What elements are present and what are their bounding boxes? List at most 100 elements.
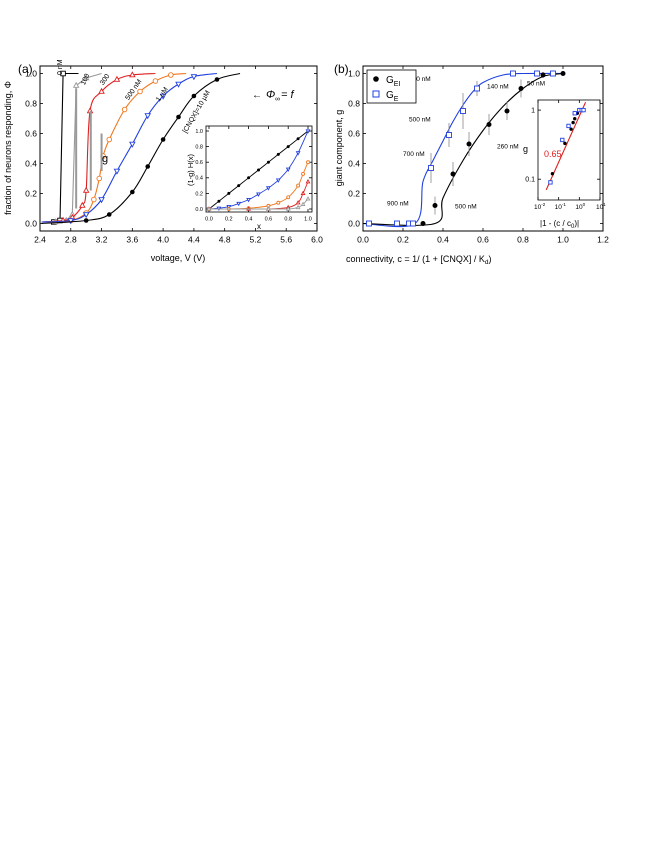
panel-b-ytick-label: 0.4 bbox=[348, 158, 360, 168]
panel-a-inset-point bbox=[256, 192, 261, 197]
panel-b-ytick-label: 0.6 bbox=[348, 128, 360, 138]
panel-a-inset-point bbox=[296, 183, 301, 188]
panel-b-inset: 0.1 1 10-2 10-1 100 101 g |1 - (c / c0)| 0.65 bbox=[523, 99, 606, 230]
panel-a-inset-ytick-label: 1.0 bbox=[195, 129, 203, 135]
panel-a-data-point bbox=[98, 87, 105, 94]
panel-a-inset-point bbox=[257, 168, 260, 172]
panel-a-inset-point bbox=[217, 199, 221, 203]
panel-b-xtick-label: 0.8 bbox=[517, 235, 529, 245]
phi-infinity-label: ← Φ ∞ = f bbox=[252, 89, 294, 103]
panel-a-inset-point bbox=[226, 205, 232, 210]
panel-a-ytick-label: 0.0 bbox=[25, 218, 37, 228]
panel-a-xtick-label: 5.6 bbox=[280, 235, 292, 245]
panel-b-xlabel-end: ) bbox=[489, 254, 492, 264]
panel-b-data-point bbox=[504, 108, 510, 114]
panel-b-ytick-label: 0.2 bbox=[348, 188, 360, 198]
panel-b-data-point bbox=[510, 70, 516, 77]
panel-b-annotation: 300 nM bbox=[409, 76, 431, 83]
panel-a-inset-point bbox=[266, 160, 270, 164]
panel-b-inset-xtick-label: 100 bbox=[575, 202, 585, 211]
panel-a-inset-point bbox=[296, 137, 300, 141]
panel-a-inset-point bbox=[286, 195, 291, 200]
panel-a-frame bbox=[39, 65, 318, 232]
panel-b-inset-xtick-label: 10-2 bbox=[534, 202, 546, 211]
panel-a-data-point bbox=[129, 141, 136, 148]
panel-a-data-point bbox=[175, 81, 182, 88]
panel-a-curve-label: 0 nM bbox=[57, 59, 64, 75]
panel-a-data-point bbox=[137, 88, 143, 95]
legend-label-gei: GEI bbox=[386, 75, 400, 88]
panel-a-xtick-label: 6.0 bbox=[311, 235, 323, 245]
panel-b-inset-point bbox=[571, 120, 575, 125]
panel-a-inset-xtick-label: 0.2 bbox=[225, 217, 233, 223]
panel-a-tag: (a) bbox=[18, 62, 33, 76]
panel-a-inset-point bbox=[275, 178, 281, 183]
panel-a-inset-point bbox=[265, 206, 271, 211]
panel-a-inset-point bbox=[227, 191, 231, 195]
panel-a-inset-point bbox=[305, 196, 311, 201]
panel-a-xtick-label: 4.8 bbox=[219, 235, 231, 245]
panel-a-xtick-label: 2.4 bbox=[34, 235, 46, 245]
panel-a-data-point bbox=[96, 175, 102, 182]
panel-b-data-point bbox=[428, 165, 434, 171]
panel-b-inset-slope-label: 0.65 bbox=[544, 149, 562, 159]
panel-b-xtick-label: 0.6 bbox=[477, 235, 489, 245]
panel-b-data-point bbox=[466, 141, 472, 147]
panel-a: (a) 2.4 2.8 3.2 3.6 4.0 4.4 4.8 5.2 5.6 6.0 0.0 0.2… bbox=[3, 59, 323, 263]
panel-a-inset-point bbox=[295, 151, 301, 156]
panel-a-inset-point bbox=[295, 204, 301, 210]
panel-b-data-point bbox=[450, 171, 456, 177]
panel-a-inset-ytick-label: 0.8 bbox=[195, 145, 203, 151]
panel-b-inset-point bbox=[569, 127, 573, 131]
panel-a-data-point bbox=[113, 75, 121, 82]
panel-a-inset-xtick-label: 0.0 bbox=[205, 217, 213, 223]
panel-b-legend: GEI GE bbox=[366, 69, 417, 104]
panel-b-inset-point bbox=[563, 141, 567, 146]
panel-a-data-point bbox=[72, 81, 80, 88]
panel-b-annotations: 300 nM 140 nM 50 nM 500 nM 700 nM 260 nM 900 n… bbox=[387, 76, 545, 211]
panel-b-data-point bbox=[366, 220, 372, 227]
panel-b-data-point bbox=[420, 221, 426, 226]
panel-a-g-label: g bbox=[102, 153, 108, 165]
panel-a-inset-point bbox=[237, 184, 241, 188]
panel-a-ytick-label: 1.0 bbox=[25, 68, 37, 78]
panel-a-xlabel: voltage, V (V) bbox=[151, 253, 206, 263]
panel-a-inset-point bbox=[276, 152, 280, 156]
panel-a-inset-point bbox=[276, 200, 281, 205]
panel-a-inset-point bbox=[285, 167, 291, 172]
panel-a-curve-label: 1 µM bbox=[155, 86, 170, 103]
legend-marker-gei bbox=[373, 76, 379, 82]
panel-b-inset-point bbox=[548, 180, 553, 185]
panel-a-data-point bbox=[152, 78, 159, 84]
panel-b-data-point bbox=[560, 71, 566, 76]
panel-a-data-point bbox=[82, 74, 90, 81]
panel-a-ytick-label: 0.8 bbox=[25, 98, 37, 108]
panel-b-inset-point bbox=[550, 172, 555, 176]
panel-a-data-point bbox=[106, 136, 112, 143]
panel-a-data-point bbox=[191, 93, 197, 99]
panel-a-inset-point bbox=[265, 186, 271, 191]
panel-a-inset-point bbox=[285, 206, 291, 211]
panel-a-inset-point bbox=[301, 171, 305, 176]
panel-a-data-point bbox=[129, 71, 136, 78]
panel-a-data-point bbox=[83, 218, 89, 223]
panel-a-inset-point bbox=[306, 160, 310, 165]
panel-b-ylabel: giant component, g bbox=[334, 110, 344, 187]
legend-marker-ge bbox=[372, 90, 380, 98]
panel-a-series-line bbox=[41, 72, 241, 225]
legend-label-ge: GE bbox=[386, 90, 399, 103]
panel-b-ytick-label: 1.0 bbox=[348, 68, 360, 78]
panel-b-data-point bbox=[394, 220, 400, 227]
panel-a-inset-ytick-label: 0.2 bbox=[195, 191, 203, 197]
panel-a-ylabel: fraction of neurons responding, Φ bbox=[3, 81, 13, 215]
panel-a-data-point bbox=[176, 114, 181, 120]
panel-a-data-point bbox=[98, 197, 105, 204]
panel-a-data-point bbox=[168, 72, 174, 78]
panel-a-inset-xtick-label: 0.4 bbox=[245, 217, 253, 223]
panel-b-tag: (b) bbox=[334, 62, 349, 76]
panel-a-inset-point bbox=[246, 197, 252, 203]
panel-b-data-point bbox=[540, 72, 546, 78]
panel-a-inset-point bbox=[286, 145, 290, 149]
panel-a-curve-label: 100 bbox=[80, 73, 91, 87]
